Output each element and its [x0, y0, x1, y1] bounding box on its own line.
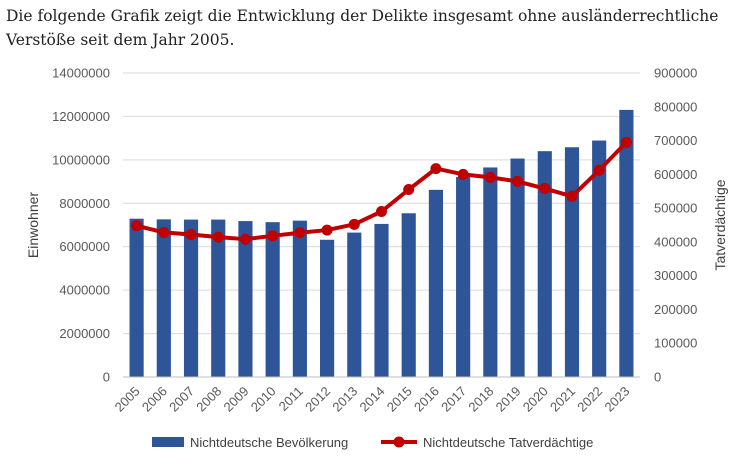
line-point	[158, 226, 170, 238]
line-point	[620, 136, 632, 148]
legend-line-label: Nichtdeutsche Tatverdächtige	[423, 435, 593, 450]
y2-tick-label: 100000	[654, 336, 697, 351]
line-point	[484, 171, 496, 183]
bar	[428, 189, 443, 377]
x-tick-label: 2019	[493, 384, 524, 415]
y2-tick-label: 900000	[654, 66, 697, 81]
y2-tick-label: 600000	[654, 167, 697, 182]
y-tick-label: 8000000	[59, 196, 110, 211]
y-tick-label: 6000000	[59, 239, 110, 254]
line-point	[376, 205, 387, 217]
line-point	[212, 231, 224, 243]
line-point	[131, 220, 143, 232]
y2-tick-label: 300000	[654, 268, 697, 283]
line-point	[593, 164, 605, 176]
bar	[156, 219, 171, 377]
x-tick-label: 2013	[329, 384, 360, 415]
y2-tick-label: 200000	[654, 302, 697, 317]
x-tick-label: 2008	[193, 384, 224, 415]
bar	[401, 213, 416, 377]
line-point	[539, 183, 551, 195]
y2-axis-title: Tatverdächtige	[712, 179, 728, 270]
bar	[292, 220, 307, 377]
y2-tick-label: 700000	[654, 133, 697, 148]
y-axis-title: Einwohner	[25, 192, 41, 258]
legend-line-marker	[393, 436, 405, 448]
x-tick-label: 2006	[139, 384, 170, 415]
y-tick-label: 10000000	[52, 152, 110, 167]
bar	[564, 147, 580, 377]
line-point	[430, 163, 442, 175]
bar	[456, 177, 471, 377]
intro-text: Die folgende Grafik zeigt die Entwicklun…	[6, 7, 719, 49]
bar	[129, 218, 144, 377]
y-tick-label: 2000000	[59, 326, 110, 341]
y-tick-label: 12000000	[52, 109, 110, 124]
line-point	[267, 230, 279, 242]
x-tick-label: 2012	[302, 384, 333, 415]
line-series	[131, 136, 632, 245]
y2-tick-label: 800000	[654, 99, 697, 114]
x-tick-label: 2021	[547, 384, 578, 415]
x-tick-label: 2023	[601, 384, 632, 415]
bar	[374, 223, 389, 377]
y-tick-label: 0	[103, 370, 110, 385]
bar	[510, 158, 525, 377]
y2-tick-label: 400000	[654, 234, 697, 249]
line-point	[403, 184, 415, 196]
x-tick-label: 2009	[221, 384, 252, 415]
x-tick-label: 2017	[438, 384, 469, 415]
bar	[238, 221, 253, 377]
legend: Nichtdeutsche Bevölkerung Nichtdeutsche …	[152, 435, 593, 450]
x-tick-label: 2011	[276, 384, 306, 414]
x-tick-label: 2018	[465, 384, 496, 415]
line-point	[185, 228, 197, 240]
bar	[265, 222, 280, 377]
y-tick-label: 4000000	[59, 283, 110, 298]
line-point	[566, 190, 578, 202]
x-tick-label: 2015	[384, 384, 415, 415]
line-point	[321, 224, 333, 236]
x-tick-label: 2016	[411, 384, 442, 415]
bar	[483, 167, 498, 377]
y2-tick-label: 500000	[654, 201, 697, 216]
line-point	[348, 218, 360, 230]
line-point	[294, 227, 306, 239]
legend-bar-label: Nichtdeutsche Bevölkerung	[190, 435, 348, 450]
line-point	[457, 168, 469, 180]
bar	[211, 219, 226, 377]
bar	[537, 151, 552, 377]
x-tick-label: 2010	[248, 384, 279, 415]
line-point	[239, 233, 251, 245]
bar	[320, 239, 335, 377]
bar-series	[129, 109, 634, 378]
line-point	[512, 175, 524, 187]
x-tick-label: 2020	[520, 384, 551, 415]
x-tick-label: 2005	[112, 384, 143, 415]
legend-bar-swatch	[152, 437, 184, 447]
x-tick-label: 2007	[166, 384, 197, 415]
bar	[592, 140, 607, 377]
bar	[619, 109, 634, 378]
y-tick-label: 14000000	[52, 66, 110, 81]
bar	[347, 232, 362, 377]
bar	[183, 219, 199, 377]
y2-tick-label: 0	[654, 370, 661, 385]
x-tick-label: 2014	[357, 384, 388, 415]
x-tick-label: 2022	[574, 384, 605, 415]
